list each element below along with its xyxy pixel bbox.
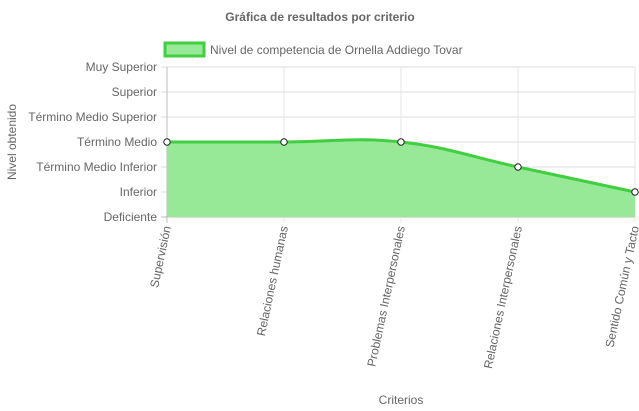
x-tick-label: Supervisión (147, 225, 174, 289)
y-tick-label: Superior (112, 85, 157, 99)
y-tick-label: Término Medio Inferior (36, 160, 157, 174)
y-tick-label: Inferior (120, 185, 157, 199)
x-axis-title: Criterios (379, 393, 424, 407)
x-tick-label: Relaciones humanas (254, 225, 291, 338)
chart-title: Gráfica de resultados por criterio (225, 10, 414, 24)
data-point[interactable] (163, 138, 171, 146)
y-axis-ticks: Deficiente Inferior Término Medio Inferior… (28, 60, 157, 224)
data-point[interactable] (631, 188, 639, 196)
y-axis-title: Nivel obtenido (5, 104, 19, 180)
x-axis-ticks: Supervisión Relaciones humanas Problemas I… (147, 224, 639, 369)
y-tick-label: Término Medio (77, 135, 157, 149)
x-tick-label: Relaciones Interpersonales (481, 225, 525, 370)
series-area (167, 139, 635, 217)
legend-label: Nivel de competencia de Ornella Addiego … (210, 43, 463, 57)
data-point[interactable] (280, 138, 288, 146)
legend-swatch (163, 41, 206, 58)
x-tick-label: Sentido Común y Tacto (602, 224, 639, 348)
plot-area (167, 138, 636, 217)
y-tick-label: Término Medio Superior (28, 110, 157, 124)
data-point[interactable] (514, 163, 522, 171)
legend[interactable]: Nivel de competencia de Ornella Addiego … (163, 41, 463, 58)
y-tick-label: Deficiente (104, 210, 158, 224)
y-tick-label: Muy Superior (86, 60, 157, 74)
data-points (163, 138, 639, 196)
data-point[interactable] (397, 138, 405, 146)
x-tick-label: Problemas Interpersonales (364, 225, 408, 368)
